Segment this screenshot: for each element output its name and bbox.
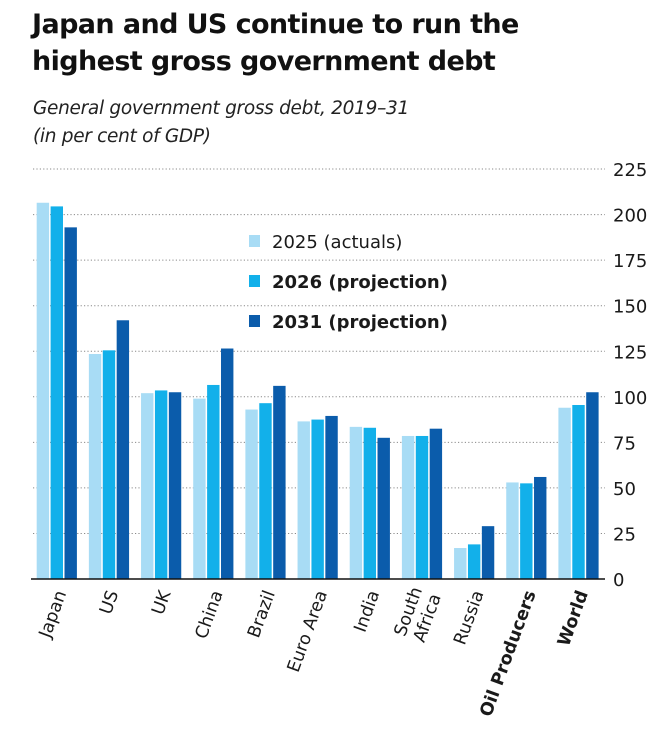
bar-euro-area-2031 <box>325 415 338 579</box>
x-label-brazil: Brazil <box>244 588 279 641</box>
x-label-line: Euro Area <box>284 588 332 675</box>
chart-title: Japan and US continue to run the highest… <box>32 6 652 80</box>
y-tick-label-175: 175 <box>613 251 647 272</box>
bar-russia-2031 <box>481 526 495 579</box>
y-axis: 0 25 50 75 100 125 150 175 200 225 <box>613 160 647 591</box>
x-label-uk: UK <box>148 587 175 617</box>
chart-title-line-1: Japan and US continue to run the <box>32 9 519 40</box>
x-label-russia: Russia <box>450 588 488 648</box>
y-tick-label-75: 75 <box>613 433 636 454</box>
bar-brazil-2026 <box>259 403 272 579</box>
chart-subtitle: General government gross debt, 2019–31 (… <box>33 95 633 151</box>
bar-south-africa-2025 <box>401 435 415 579</box>
x-label-line: UK <box>148 587 175 617</box>
x-label-oil-producers: Oil Producers <box>476 588 540 720</box>
x-label-india: India <box>351 588 384 635</box>
bar-group-south-africa <box>401 428 443 579</box>
y-tick-label-0: 0 <box>613 570 624 591</box>
bar-group-brazil <box>245 385 286 579</box>
bar-group-oil-producers <box>506 476 547 579</box>
legend-swatch-2031 <box>249 315 260 327</box>
x-label-line: Brazil <box>244 588 279 641</box>
legend-label-2026: 2026 (projection) <box>272 272 448 293</box>
bar-russia-2026 <box>467 544 481 579</box>
y-tick-label-225: 225 <box>613 160 647 181</box>
bar-india-2031 <box>377 437 390 579</box>
x-label-line: Japan <box>35 588 71 642</box>
y-tick-label-200: 200 <box>613 206 647 227</box>
legend-label-2031: 2031 (projection) <box>272 312 448 333</box>
chart-subtitle-line-1: General government gross debt, 2019–31 <box>33 98 409 119</box>
bar-south-africa-2026 <box>415 435 429 579</box>
x-label-china: China <box>192 588 228 642</box>
chart-subtitle-line-2: (in per cent of GDP) <box>33 126 211 147</box>
y-tick-label-125: 125 <box>613 342 647 363</box>
bar-us-2025 <box>88 353 102 579</box>
bar-south-africa-2031 <box>429 428 443 579</box>
bar-group-russia <box>454 526 495 579</box>
bars <box>36 202 599 579</box>
bar-group-japan <box>36 202 77 579</box>
bar-us-2026 <box>102 350 116 579</box>
bar-world-2026 <box>572 404 585 579</box>
bar-china-2026 <box>207 384 220 579</box>
bar-russia-2025 <box>454 548 467 579</box>
y-tick-label-100: 100 <box>613 388 647 409</box>
x-label-euro-area: Euro Area <box>284 588 332 675</box>
x-label-line: Oil Producers <box>476 588 540 720</box>
bar-oil-producers-2026 <box>520 483 533 579</box>
bar-uk-2026 <box>154 390 168 579</box>
x-label-world: World <box>554 588 593 649</box>
legend-item-2025: 2025 (actuals) <box>249 232 402 253</box>
bar-euro-area-2025 <box>297 421 310 579</box>
bar-japan-2025 <box>36 202 50 579</box>
y-tick-label-50: 50 <box>613 479 636 500</box>
bar-group-uk <box>141 390 182 579</box>
x-label-line: World <box>554 588 593 649</box>
bar-group-euro-area <box>297 415 338 579</box>
bar-china-2031 <box>221 348 234 579</box>
x-label-line: China <box>192 588 228 642</box>
bar-oil-producers-2025 <box>506 482 519 579</box>
x-label-south-africa: SouthAfrica <box>391 585 446 646</box>
bar-world-2025 <box>558 407 571 579</box>
y-tick-label-25: 25 <box>613 524 636 545</box>
bar-group-world <box>558 392 599 579</box>
bar-india-2025 <box>349 426 363 579</box>
legend: 2025 (actuals) 2026 (projection) 2031 (pro… <box>249 232 448 333</box>
legend-swatch-2025 <box>249 235 260 247</box>
bar-oil-producers-2031 <box>534 476 547 579</box>
bar-brazil-2031 <box>273 385 286 579</box>
bar-group-us <box>88 320 130 579</box>
bar-group-china <box>193 348 234 579</box>
x-label-line: India <box>351 588 384 635</box>
bar-group-india <box>349 426 390 579</box>
bar-uk-2031 <box>168 392 182 579</box>
legend-swatch-2026 <box>249 275 260 287</box>
x-axis-labels: Japan US UK China Brazil Euro Area India SouthA… <box>35 585 593 720</box>
x-label-line: US <box>96 588 123 617</box>
bar-us-2031 <box>116 320 130 579</box>
chart-title-line-2: highest gross government debt <box>32 46 496 77</box>
bar-world-2031 <box>586 392 599 579</box>
bar-japan-2031 <box>64 227 77 579</box>
x-label-line: Russia <box>450 588 488 648</box>
legend-label-2025: 2025 (actuals) <box>272 232 402 253</box>
bar-japan-2026 <box>50 206 63 579</box>
bar-india-2026 <box>363 427 377 579</box>
bar-china-2025 <box>193 398 206 579</box>
legend-item-2031: 2031 (projection) <box>249 312 448 333</box>
x-label-us: US <box>96 588 123 617</box>
x-label-japan: Japan <box>35 588 71 642</box>
bar-euro-area-2026 <box>311 419 324 579</box>
y-tick-label-150: 150 <box>613 297 647 318</box>
legend-item-2026: 2026 (projection) <box>249 272 448 293</box>
bar-uk-2025 <box>141 393 154 579</box>
bar-brazil-2025 <box>245 409 258 579</box>
